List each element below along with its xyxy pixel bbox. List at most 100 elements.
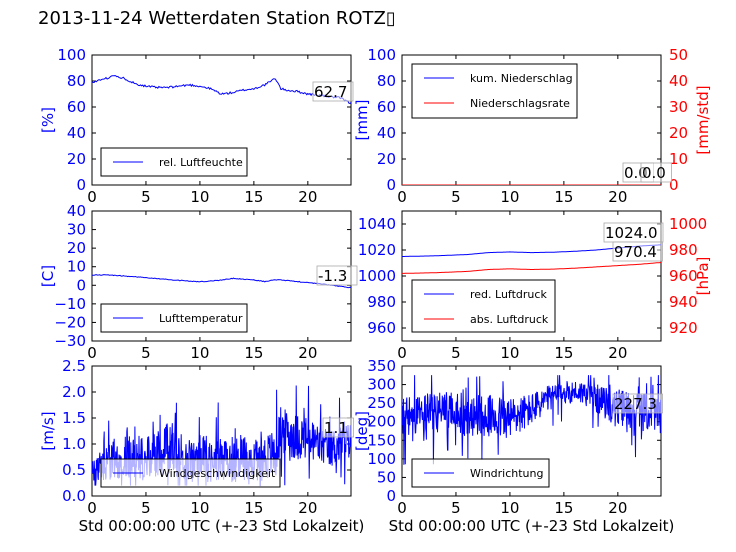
x-tick-label: 10	[500, 499, 519, 517]
y2-tick-label: 980	[669, 241, 698, 259]
y-tick-label: 1.0	[62, 435, 86, 453]
series-line-1	[402, 262, 661, 274]
y-tick-label: 20	[67, 150, 86, 168]
x-tick-label: 20	[298, 344, 317, 362]
y2-tick-label: 10	[669, 150, 688, 168]
chart-title: 2013-11-24 Wetterdaten Station ROTZ▯	[38, 8, 396, 29]
y2-tick-label: 40	[669, 72, 688, 90]
value-label: -1.3	[318, 267, 347, 285]
x-tick-label: 0	[397, 188, 407, 206]
y-tick-label: 1.5	[62, 409, 86, 427]
y-tick-label: 80	[377, 72, 396, 90]
y-tick-label: 0	[76, 276, 86, 294]
legend-entry: Niederschlagsrate	[470, 97, 570, 110]
y-tick-label: −10	[54, 295, 86, 313]
y-axis-label: [%]	[39, 107, 57, 133]
y-tick-label: 100	[367, 450, 396, 468]
y-tick-label: 0.5	[62, 461, 86, 479]
x-tick-label: 20	[298, 188, 317, 206]
legend-entry: abs. Luftdruck	[470, 313, 549, 326]
y-axis-label: [C]	[39, 265, 57, 287]
value-label-box	[612, 241, 663, 262]
y-tick-label: −30	[54, 332, 86, 350]
y-tick-label: 20	[377, 150, 396, 168]
value-label: 227.3	[614, 395, 657, 413]
x-tick-label: 5	[451, 188, 461, 206]
value-label-box	[312, 81, 354, 102]
y-axis-label: [mm]	[353, 100, 371, 141]
y-tick-label: 1000	[358, 267, 396, 285]
y2-tick-label: 30	[669, 98, 688, 116]
value-label-box	[322, 417, 354, 438]
y-axis-label: [m/s]	[39, 411, 57, 450]
x-tick-label: 0	[397, 344, 407, 362]
y-tick-label: 100	[57, 46, 86, 64]
x-tick-label: 5	[451, 344, 461, 362]
x-tick-label: 5	[141, 499, 151, 517]
value-label: 62.7	[314, 83, 347, 101]
y2-tick-label: 940	[669, 293, 698, 311]
y-tick-label: 80	[67, 72, 86, 90]
y2-tick-label: 920	[669, 319, 698, 337]
y-tick-label: 40	[377, 124, 396, 142]
legend-box	[411, 63, 578, 119]
y-tick-label: 960	[367, 319, 396, 337]
series-line-0	[402, 375, 661, 465]
panel-windspeed: 0 5 10 15 20 0.0 0.5 1.0 1.5 2.0 2.5 [m/s] Std 00:00…	[39, 357, 364, 535]
legend-entry: Windrichtung	[470, 467, 543, 480]
x-tick-label: 5	[141, 188, 151, 206]
x-tick-label: 10	[190, 188, 209, 206]
y-tick-label: 40	[67, 124, 86, 142]
y-tick-label: 980	[367, 293, 396, 311]
legend-entry: rel. Luftfeuchte	[159, 156, 243, 169]
x-tick-label: 15	[244, 344, 263, 362]
x-tick-label: 5	[451, 499, 461, 517]
x-tick-label: 5	[141, 344, 151, 362]
panel-pressure: 0 5 10 15 20 960 980 1000 1020 1040 920 940 960 980 10…	[358, 210, 712, 362]
y-tick-label: 200	[367, 413, 396, 431]
y-tick-label: 0.0	[62, 487, 86, 505]
x-tick-label: 15	[554, 188, 573, 206]
value-label-box	[640, 162, 672, 183]
y-tick-label: 50	[377, 468, 396, 486]
y-tick-label: 1040	[358, 215, 396, 233]
y-tick-label: 150	[367, 431, 396, 449]
y-axis-label: [deg]	[353, 411, 371, 451]
x-tick-label: 0	[87, 499, 97, 517]
x-tick-label: 20	[608, 499, 627, 517]
y-tick-label: 60	[377, 98, 396, 116]
x-tick-label: 10	[190, 499, 209, 517]
y-tick-label: 100	[367, 46, 396, 64]
x-tick-label: 10	[190, 344, 209, 362]
value-label: 0.0	[642, 164, 666, 182]
x-tick-label: 20	[608, 188, 627, 206]
y2-axis-label: [mm/std]	[694, 85, 712, 154]
y-tick-label: 20	[67, 239, 86, 257]
y-tick-label: 2.5	[62, 357, 86, 375]
x-tick-label: 15	[554, 499, 573, 517]
x-tick-label: 20	[298, 499, 317, 517]
y-tick-label: 0	[386, 487, 396, 505]
y2-axis-label: [hPa]	[694, 257, 712, 296]
x-tick-label: 0	[87, 188, 97, 206]
x-tick-label: 15	[554, 344, 573, 362]
y-tick-label: 0	[386, 176, 396, 194]
y2-tick-label: 20	[669, 124, 688, 142]
value-label: 1.1	[324, 419, 348, 437]
x-tick-label: 0	[397, 499, 407, 517]
legend-entry: Lufttemperatur	[159, 312, 243, 325]
y-tick-label: 30	[67, 221, 86, 239]
y-tick-label: 350	[367, 357, 396, 375]
y-tick-label: 60	[67, 98, 86, 116]
series-line-0	[92, 75, 351, 104]
value-label-box	[612, 393, 663, 414]
panel-precipitation: 0 5 10 15 20 0 20 40 60 80 100 0 10 20 30 40 50 [mm/std] […	[353, 46, 712, 206]
legend-entry: red. Luftdruck	[470, 288, 547, 301]
legend-box	[411, 279, 556, 333]
y-tick-label: 0	[76, 176, 86, 194]
legend-entry: Windgeschwindigkeit	[159, 467, 276, 480]
y-tick-label: 250	[367, 394, 396, 412]
